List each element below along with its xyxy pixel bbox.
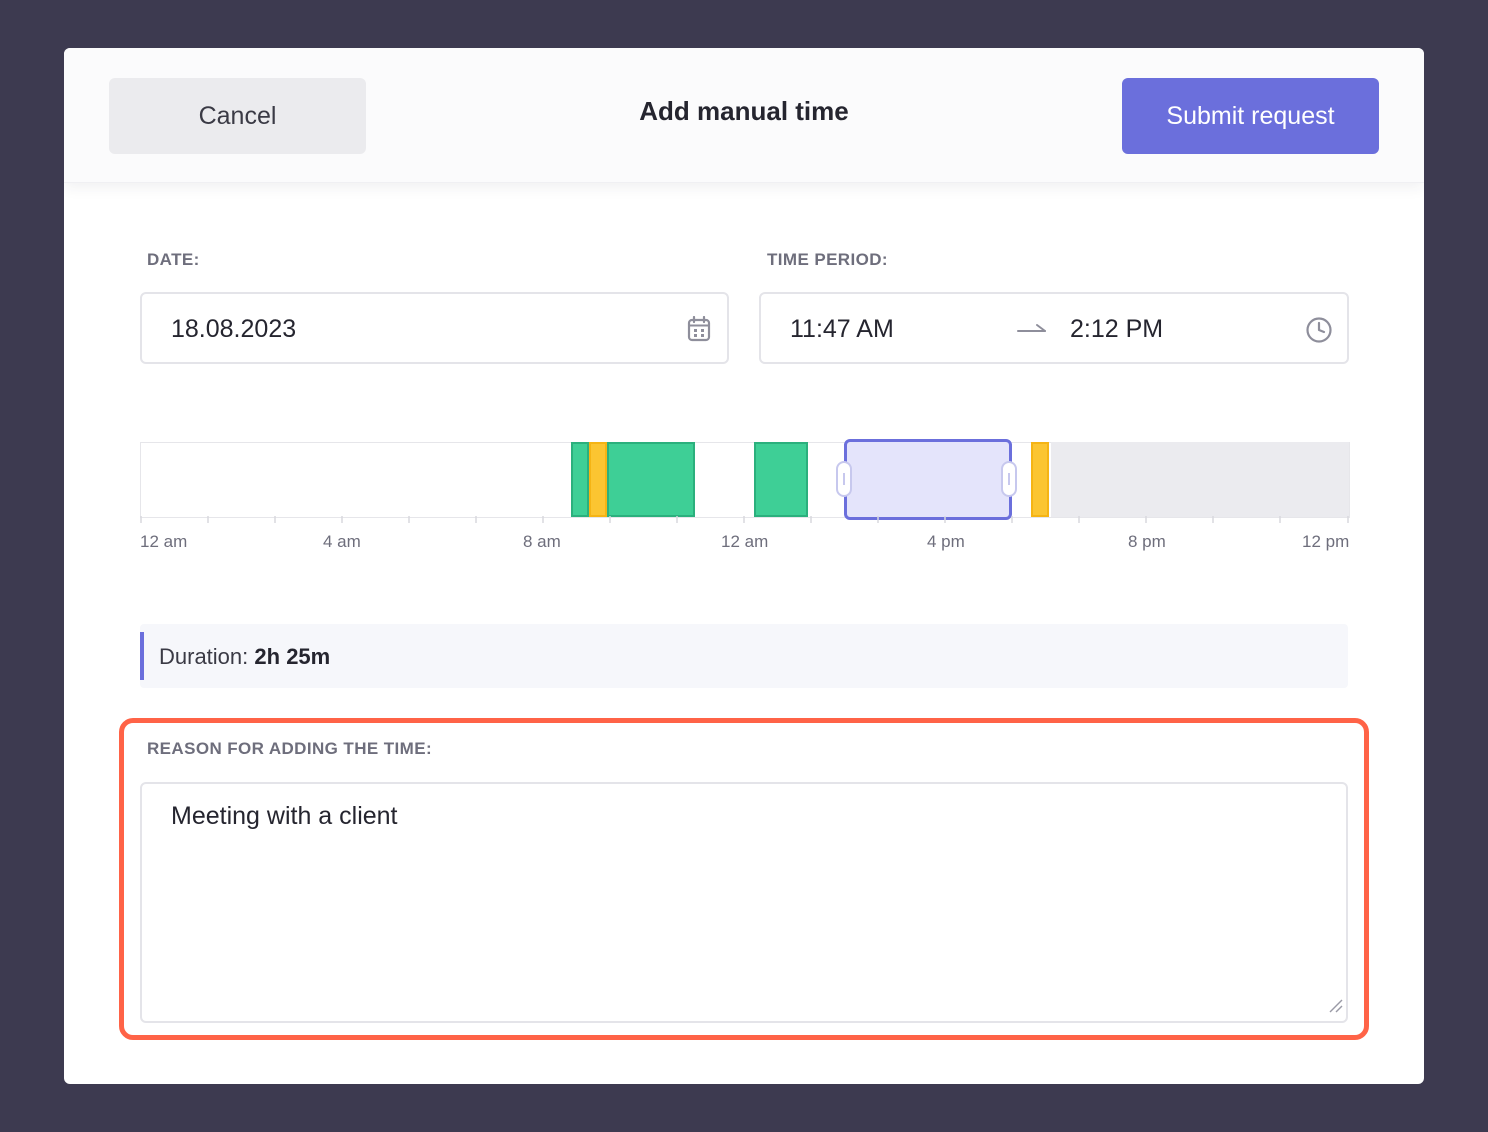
time-period-label: TIME PERIOD: bbox=[767, 250, 888, 269]
tracked-block bbox=[571, 442, 589, 517]
tick-label: 4 am bbox=[323, 532, 361, 551]
arrow-right-icon bbox=[1017, 322, 1047, 341]
modal-title: Add manual time bbox=[639, 96, 849, 126]
reason-label: REASON FOR ADDING THE TIME: bbox=[147, 739, 432, 758]
duration-accent-bar bbox=[140, 632, 144, 680]
add-manual-time-modal: Cancel Add manual time Submit request DA… bbox=[64, 48, 1424, 1084]
idle-block bbox=[589, 442, 607, 517]
time-period-field[interactable]: 11:47 AM 2:12 PM bbox=[759, 292, 1349, 364]
duration-summary: Duration: 2h 25m bbox=[140, 624, 1348, 688]
date-label: DATE: bbox=[147, 250, 200, 269]
tick-label: 8 pm bbox=[1128, 532, 1166, 551]
duration-label: Duration: bbox=[159, 644, 249, 669]
start-time-value[interactable]: 11:47 AM bbox=[790, 315, 894, 343]
resize-handle-icon[interactable] bbox=[1327, 997, 1343, 1018]
end-time-value[interactable]: 2:12 PM bbox=[1070, 315, 1164, 343]
calendar-icon[interactable] bbox=[687, 315, 711, 347]
reason-value: Meeting with a client bbox=[171, 802, 398, 830]
duration-value: 2h 25m bbox=[254, 644, 331, 669]
reason-textarea[interactable]: Meeting with a client bbox=[140, 782, 1348, 1023]
tick-label: 12 am bbox=[140, 532, 188, 551]
range-start-handle[interactable] bbox=[836, 461, 852, 497]
date-value: 18.08.2023 bbox=[171, 315, 297, 343]
tick-label: 12 pm bbox=[1302, 532, 1350, 551]
cancel-button[interactable]: Cancel bbox=[109, 78, 366, 154]
clock-icon[interactable] bbox=[1305, 316, 1333, 349]
date-field[interactable]: 18.08.2023 bbox=[140, 292, 729, 364]
tracked-block bbox=[607, 442, 695, 517]
tracked-block bbox=[754, 442, 808, 517]
future-block bbox=[1051, 442, 1349, 517]
tick-label: 12 am bbox=[721, 532, 769, 551]
tick-label: 8 am bbox=[523, 532, 561, 551]
idle-block bbox=[1031, 442, 1049, 517]
timeline-ticks bbox=[140, 516, 1349, 523]
modal-header: Cancel Add manual time Submit request bbox=[64, 48, 1424, 183]
selected-time-range[interactable] bbox=[844, 439, 1012, 520]
range-end-handle[interactable] bbox=[1001, 461, 1017, 497]
tick-label: 4 pm bbox=[927, 532, 965, 551]
reason-highlight bbox=[119, 718, 1369, 1040]
submit-request-button[interactable]: Submit request bbox=[1122, 78, 1379, 154]
duration-text: Duration: 2h 25m bbox=[159, 644, 330, 670]
activity-timeline: 12 am 4 am 8 am 12 am 4 pm 8 pm 12 pm bbox=[140, 439, 1350, 562]
